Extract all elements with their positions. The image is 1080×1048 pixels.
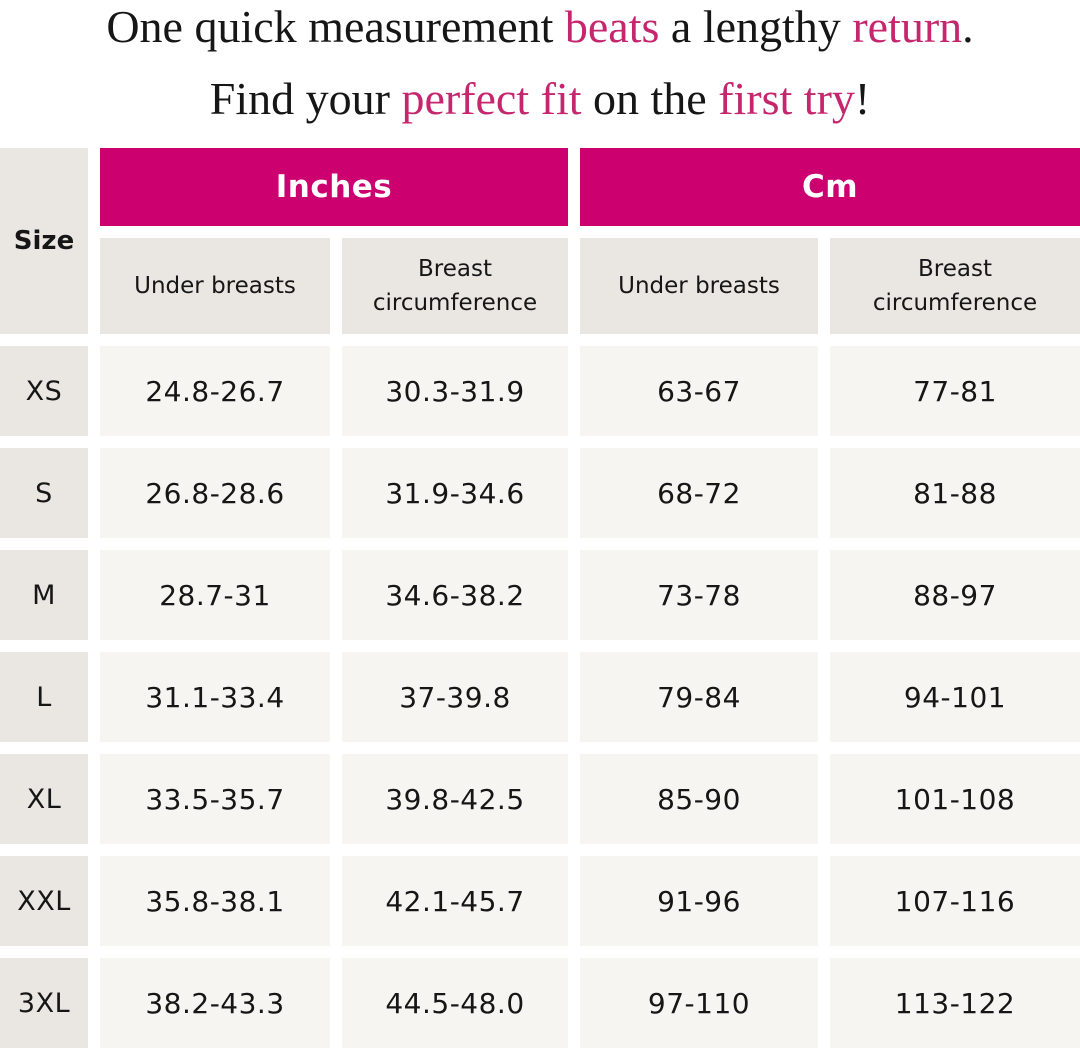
value-cell: 68-72 (580, 448, 818, 538)
value-cell: 34.6-38.2 (342, 550, 568, 640)
headline-highlight: perfect fit (401, 73, 582, 124)
value-cell: 63-67 (580, 346, 818, 436)
size-label-cell: L (0, 652, 88, 742)
value-cell: 107-116 (830, 856, 1080, 946)
value-cell: 39.8-42.5 (342, 754, 568, 844)
headline-segment: Find your (209, 73, 402, 124)
headline-highlight: return (852, 1, 963, 52)
value-cell: 31.9-34.6 (342, 448, 568, 538)
headline-segment: One quick measurement (106, 1, 565, 52)
headline-line2: Find your perfect fit on the first try! (0, 72, 1080, 124)
value-cell: 44.5-48.0 (342, 958, 568, 1048)
size-column-header: Size (0, 148, 88, 334)
value-cell: 85-90 (580, 754, 818, 844)
value-cell: 113-122 (830, 958, 1080, 1048)
size-label-cell: XXL (0, 856, 88, 946)
value-cell: 35.8-38.1 (100, 856, 330, 946)
headline-highlight: beats (564, 1, 660, 52)
headline-segment: . (962, 1, 974, 52)
value-cell: 24.8-26.7 (100, 346, 330, 436)
headline-line1: One quick measurement beats a lengthy re… (0, 0, 1080, 52)
value-cell: 88-97 (830, 550, 1080, 640)
value-cell: 77-81 (830, 346, 1080, 436)
inches-group-header: Inches (100, 148, 568, 226)
headline-segment: ! (854, 73, 871, 124)
size-label-cell: XL (0, 754, 88, 844)
value-cell: 79-84 (580, 652, 818, 742)
size-chart-table: Size Inches Cm Under breasts Breast circ… (0, 148, 1080, 1048)
subheader-under-breasts-inches: Under breasts (100, 238, 330, 334)
value-cell: 97-110 (580, 958, 818, 1048)
headline-segment: a lengthy (659, 1, 853, 52)
subheader-breast-circumference-cm: Breast circumference (830, 238, 1080, 334)
value-cell: 30.3-31.9 (342, 346, 568, 436)
size-label-cell: S (0, 448, 88, 538)
value-cell: 37-39.8 (342, 652, 568, 742)
value-cell: 33.5-35.7 (100, 754, 330, 844)
value-cell: 101-108 (830, 754, 1080, 844)
size-label-cell: XS (0, 346, 88, 436)
size-label-cell: 3XL (0, 958, 88, 1048)
headline-segment: on the (581, 73, 719, 124)
value-cell: 28.7-31 (100, 550, 330, 640)
value-cell: 42.1-45.7 (342, 856, 568, 946)
subheader-under-breasts-cm: Under breasts (580, 238, 818, 334)
value-cell: 73-78 (580, 550, 818, 640)
value-cell: 38.2-43.3 (100, 958, 330, 1048)
value-cell: 91-96 (580, 856, 818, 946)
value-cell: 26.8-28.6 (100, 448, 330, 538)
subheader-breast-circumference-inches: Breast circumference (342, 238, 568, 334)
value-cell: 31.1-33.4 (100, 652, 330, 742)
size-label-cell: M (0, 550, 88, 640)
cm-group-header: Cm (580, 148, 1080, 226)
value-cell: 81-88 (830, 448, 1080, 538)
headline-highlight: first try (718, 73, 855, 124)
value-cell: 94-101 (830, 652, 1080, 742)
